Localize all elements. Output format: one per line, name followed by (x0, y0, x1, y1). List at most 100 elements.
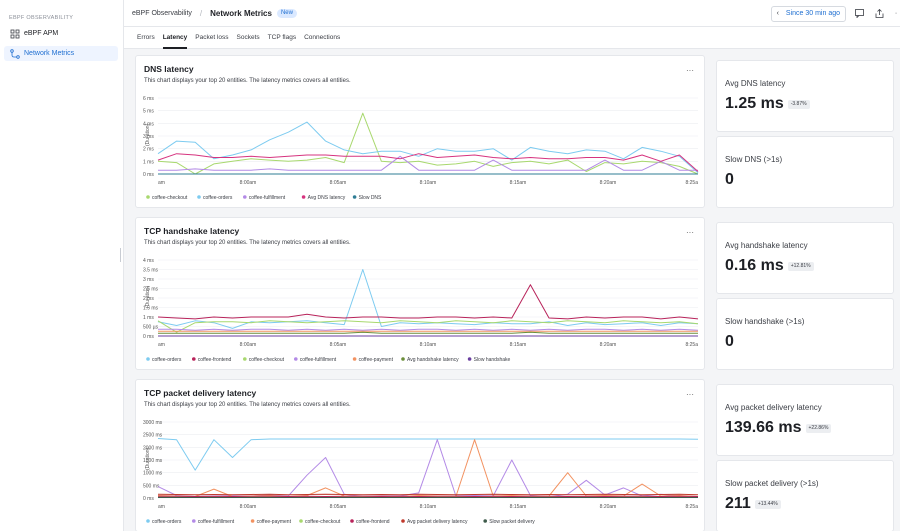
stat-value: 0 (725, 333, 734, 350)
tab-packet-loss[interactable]: Packet loss (195, 33, 229, 41)
x-tick-label: 8:15am (510, 180, 527, 186)
series-line-coffee-orders[interactable] (157, 269, 699, 329)
legend-item[interactable]: coffee-orders (152, 357, 182, 363)
series-line-coffee-orders[interactable] (157, 121, 699, 174)
tcp-handshake-panel: TCP handshake latency This chart display… (135, 217, 705, 370)
series-line-coffee-payment[interactable] (157, 439, 699, 497)
y-tick-label: 0 ms (143, 496, 154, 502)
stat-value: 0 (725, 171, 734, 188)
breadcrumb-parent[interactable]: eBPF Observability (132, 9, 192, 17)
legend-swatch (146, 195, 150, 199)
series-line-coffee-checkout[interactable] (157, 320, 699, 333)
new-badge: New (276, 8, 297, 18)
series-line-avg-handshake-latency[interactable] (158, 331, 698, 334)
y-tick-label: 2000 ms (143, 445, 163, 451)
y-tick-label: 2 ms (143, 296, 154, 302)
x-tick-label: 8:15am (510, 504, 527, 510)
legend-swatch (350, 519, 354, 523)
panel-menu-icon[interactable]: ··· (686, 390, 694, 399)
x-tick-label: 8:25a (685, 504, 698, 510)
tab-connections[interactable]: Connections (304, 33, 341, 41)
series-line-coffee-fulfillment[interactable] (158, 155, 698, 171)
panel-menu-icon[interactable]: ··· (686, 228, 694, 237)
y-tick-label: 4 ms (143, 258, 154, 264)
legend-swatch (197, 195, 201, 199)
stat-card-avg-packet-delivery: Avg packet delivery latency 139.66 ms +22… (716, 384, 894, 456)
series-line-coffee-checkout[interactable] (157, 112, 699, 175)
legend-item[interactable]: Avg handshake latency (407, 357, 459, 363)
y-tick-label: 3000 ms (143, 420, 163, 426)
series-line-avg-packet-delivery-latency[interactable] (157, 493, 699, 496)
legend-swatch (352, 195, 357, 199)
panel-menu-icon[interactable]: ··· (686, 66, 694, 75)
legend-item[interactable]: coffee-checkout (249, 357, 285, 363)
y-tick-label: 1 ms (143, 159, 154, 165)
time-range-label: Since 30 min ago (785, 10, 840, 17)
y-tick-label: 500 ms (143, 483, 160, 489)
panel-title: TCP packet delivery latency (144, 388, 257, 398)
x-tick-label: 8:20am (600, 504, 617, 510)
legend-item[interactable]: coffee-checkout (305, 519, 341, 525)
legend-item[interactable]: Slow handshake (474, 357, 511, 363)
legend-item[interactable]: coffee-payment (257, 519, 292, 525)
tab-errors[interactable]: Errors (137, 33, 155, 41)
legend-item[interactable]: coffee-checkout (152, 195, 188, 201)
x-tick-label: 8:05am (330, 342, 347, 348)
dns-latency-panel: DNS latency This chart displays your top… (135, 55, 705, 208)
stat-label: Avg packet delivery latency (725, 403, 822, 412)
sidebar-item-label: Network Metrics (24, 50, 75, 57)
x-tick-label: am (158, 342, 165, 348)
panel-subtitle: This chart displays your top 20 entities… (144, 78, 351, 84)
legend-swatch (352, 357, 357, 361)
stat-card-avg-dns: Avg DNS latency 1.25 ms -3.87% (716, 60, 894, 132)
tcp-packet-delivery-panel: TCP packet delivery latency This chart d… (135, 379, 705, 531)
tab-sockets[interactable]: Sockets (236, 33, 260, 41)
comment-icon[interactable] (852, 7, 866, 21)
legend-item[interactable]: coffee-fulfillment (198, 519, 235, 525)
x-tick-label: 8:10am (420, 504, 437, 510)
sidebar-resize-handle[interactable] (120, 248, 122, 262)
dns-latency-chart: 6 ms 5 ms 4 ms 3 ms 2 ms 1 ms 0 ms (Duration) am… (143, 96, 699, 201)
legend-swatch (401, 519, 405, 523)
legend-item[interactable]: Slow DNS (359, 195, 382, 201)
more-icon[interactable]: · (894, 10, 898, 17)
share-icon[interactable] (872, 7, 886, 21)
stat-label: Slow handshake (>1s) (725, 317, 805, 326)
x-tick-label: 8:00am (240, 504, 257, 510)
legend-swatch (243, 357, 247, 361)
x-tick-label: 8:20am (600, 180, 617, 186)
y-tick-label: 3 ms (143, 134, 154, 140)
legend-item[interactable]: coffee-fulfillment (300, 357, 337, 363)
time-range-picker[interactable]: ‹ Since 30 min ago (770, 5, 846, 22)
y-tick-label: 1 ms (143, 315, 154, 321)
legend-item[interactable]: coffee-orders (152, 519, 182, 525)
legend-item[interactable]: Slow packet delivery (489, 519, 535, 525)
legend-item[interactable]: coffee-orders (203, 195, 233, 201)
stat-delta-badge: +13.44% (754, 499, 781, 509)
legend-item[interactable]: coffee-payment (359, 357, 394, 363)
panel-subtitle: This chart displays your top 20 entities… (144, 240, 351, 246)
series-line-coffee-fulfillment[interactable] (158, 328, 699, 331)
legend-item[interactable]: coffee-frontend (356, 519, 390, 525)
y-tick-label: 3.5 ms (143, 268, 159, 274)
chevron-left-icon[interactable]: ‹ (776, 10, 779, 17)
series-line-coffee-fulfillment[interactable] (157, 439, 699, 498)
legend-item[interactable]: coffee-fulfillment (249, 195, 286, 201)
series-line-avg-dns-latency[interactable] (157, 153, 699, 172)
legend-swatch (467, 357, 472, 361)
y-axis-label: (Duration) (145, 447, 151, 470)
series-line-coffee-frontend[interactable] (157, 284, 699, 320)
stat-card-avg-handshake: Avg handshake latency 0.16 ms +12.81% (716, 222, 894, 294)
tab-latency[interactable]: Latency (162, 27, 188, 49)
panel-subtitle: This chart displays your top 20 entities… (144, 402, 351, 408)
legend-item[interactable]: coffee-frontend (198, 357, 232, 363)
x-tick-label: 8:00am (240, 342, 257, 348)
sidebar-item-network-metrics[interactable]: Network Metrics (4, 46, 118, 61)
sidebar-item-ebpf-apm[interactable]: eBPF APM (4, 26, 118, 41)
tab-tcp-flags[interactable]: TCP flags (267, 33, 297, 41)
legend-item[interactable]: Avg DNS latency (308, 195, 346, 201)
y-tick-label: 2 ms (143, 147, 154, 153)
series-line-coffee-orders[interactable] (157, 438, 699, 471)
legend-item[interactable]: Avg packet delivery latency (407, 519, 468, 525)
legend-swatch (301, 195, 306, 199)
